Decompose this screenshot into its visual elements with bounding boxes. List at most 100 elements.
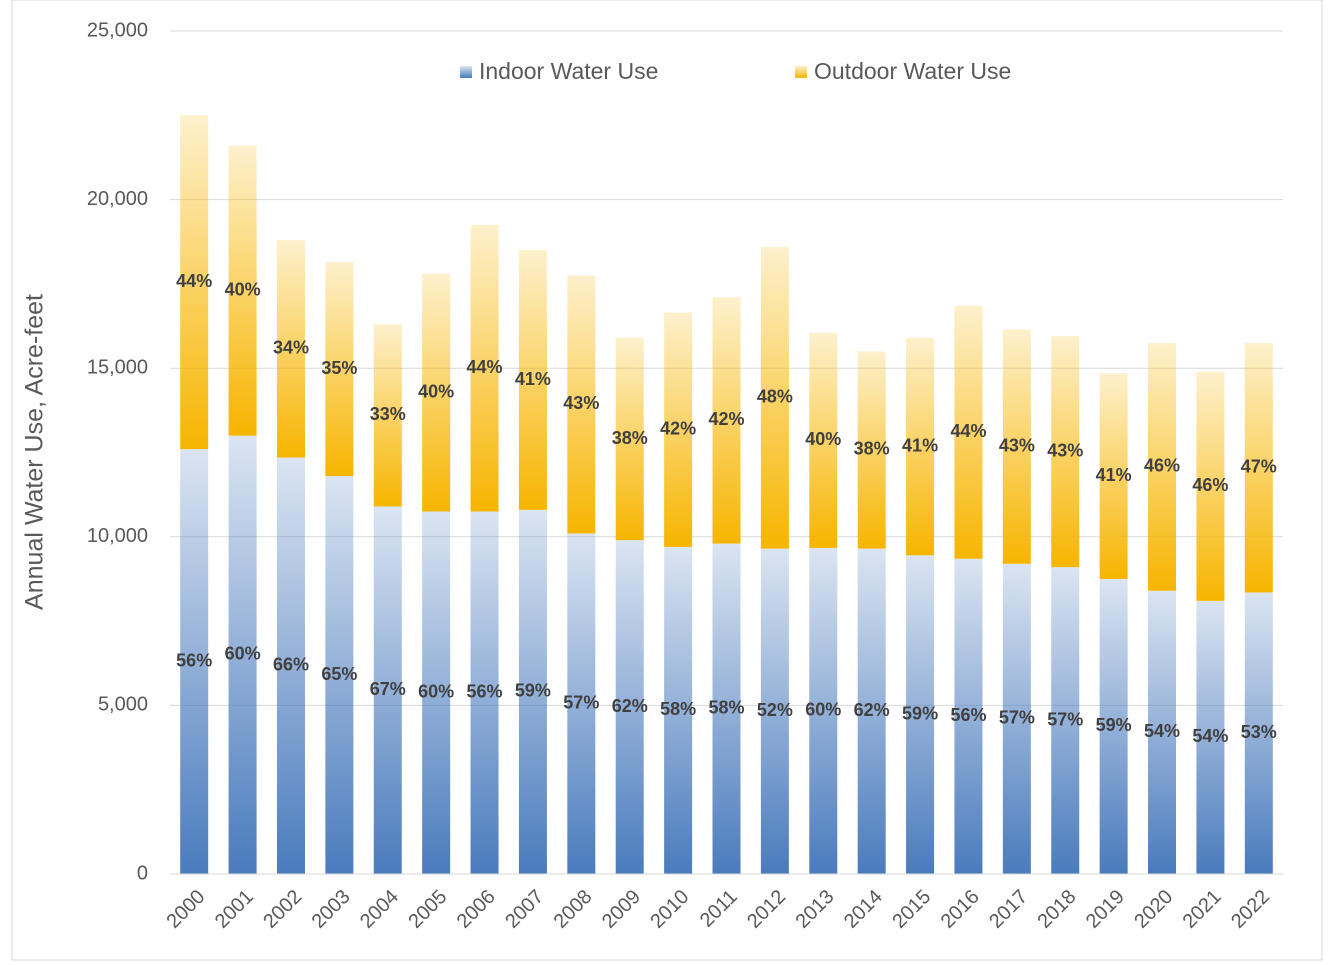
data-label: 46% bbox=[1144, 456, 1180, 476]
bar-segment bbox=[1002, 563, 1031, 874]
data-label: 56% bbox=[176, 650, 212, 670]
bar-segment bbox=[373, 324, 402, 507]
data-label: 59% bbox=[515, 681, 551, 701]
data-label: 60% bbox=[805, 700, 841, 720]
x-tick-label: 2006 bbox=[453, 886, 500, 933]
bar-segment bbox=[325, 476, 354, 874]
data-label: 59% bbox=[1096, 715, 1132, 735]
x-tick-label: 2020 bbox=[1130, 886, 1177, 933]
data-label: 56% bbox=[950, 705, 986, 725]
bar-segment bbox=[276, 457, 305, 874]
data-label: 62% bbox=[612, 696, 648, 716]
legend-label: Outdoor Water Use bbox=[814, 58, 1011, 84]
data-label: 40% bbox=[805, 429, 841, 449]
bar-segment bbox=[712, 297, 741, 544]
x-tick-label: 2001 bbox=[211, 886, 258, 933]
chart-frame bbox=[11, 0, 1323, 961]
data-label: 44% bbox=[950, 421, 986, 441]
bar-segment bbox=[228, 435, 257, 874]
bar-segment bbox=[760, 548, 789, 874]
bar-segment bbox=[664, 546, 693, 874]
x-tick-label: 2013 bbox=[792, 886, 839, 933]
data-label: 67% bbox=[370, 679, 406, 699]
bar-segment bbox=[567, 275, 596, 534]
x-tick-label: 2018 bbox=[1033, 886, 1080, 933]
data-label: 59% bbox=[902, 703, 938, 723]
data-label: 44% bbox=[176, 271, 212, 291]
bar-segment bbox=[518, 509, 547, 874]
data-label: 43% bbox=[563, 393, 599, 413]
bar-segment bbox=[615, 540, 644, 874]
bar-segment bbox=[712, 543, 741, 874]
bar-segment bbox=[809, 547, 838, 874]
y-tick-label: 25,000 bbox=[87, 19, 148, 41]
bar-segment bbox=[615, 337, 644, 541]
x-tick-label: 2017 bbox=[985, 886, 1032, 933]
bar-segment bbox=[1099, 578, 1128, 874]
data-label: 42% bbox=[708, 409, 744, 429]
y-tick-label: 20,000 bbox=[87, 188, 148, 210]
data-label: 38% bbox=[612, 428, 648, 448]
x-tick-label: 2010 bbox=[646, 886, 693, 933]
bar-segment bbox=[760, 246, 789, 549]
data-label: 54% bbox=[1192, 726, 1228, 746]
data-label: 57% bbox=[1047, 709, 1083, 729]
bar-segment bbox=[954, 305, 983, 559]
bar-segment bbox=[664, 312, 693, 547]
x-tick-label: 2005 bbox=[404, 886, 451, 933]
data-label: 41% bbox=[1096, 465, 1132, 485]
data-label: 57% bbox=[999, 708, 1035, 728]
bar-segment bbox=[567, 533, 596, 874]
data-label: 65% bbox=[321, 664, 357, 684]
bar-segment bbox=[180, 449, 209, 874]
bar-segment bbox=[1051, 567, 1080, 874]
y-tick-label: 0 bbox=[137, 862, 148, 884]
bar-segment bbox=[954, 558, 983, 874]
bar-segment bbox=[906, 337, 935, 556]
bar-segment bbox=[470, 511, 499, 874]
x-tick-label: 2016 bbox=[937, 886, 984, 933]
data-label: 34% bbox=[273, 338, 309, 358]
data-label: 53% bbox=[1241, 722, 1277, 742]
bar-segment bbox=[857, 351, 886, 549]
bar-segment bbox=[325, 261, 354, 477]
x-tick-label: 2002 bbox=[259, 886, 306, 933]
bar-segment bbox=[906, 555, 935, 874]
data-label: 62% bbox=[854, 700, 890, 720]
y-axis-title: Annual Water Use, Acre-feet bbox=[21, 294, 49, 610]
x-tick-label: 2007 bbox=[501, 886, 548, 933]
x-tick-label: 2011 bbox=[696, 886, 742, 932]
data-label: 42% bbox=[660, 418, 696, 438]
data-label: 43% bbox=[999, 435, 1035, 455]
bar-segment bbox=[1148, 342, 1177, 591]
data-label: 66% bbox=[273, 655, 309, 675]
bar-segment bbox=[1244, 342, 1273, 593]
x-tick-label: 2009 bbox=[598, 886, 645, 933]
data-label: 54% bbox=[1144, 721, 1180, 741]
x-tick-label: 2022 bbox=[1227, 886, 1274, 933]
data-label: 46% bbox=[1192, 475, 1228, 495]
data-label: 40% bbox=[418, 381, 454, 401]
data-label: 60% bbox=[418, 682, 454, 702]
data-label: 40% bbox=[225, 279, 261, 299]
bar-segment bbox=[1099, 373, 1128, 579]
legend-swatch bbox=[460, 66, 472, 78]
x-tick-label: 2021 bbox=[1179, 886, 1226, 933]
data-label: 41% bbox=[515, 369, 551, 389]
legend-label: Indoor Water Use bbox=[479, 58, 658, 84]
bar-segment bbox=[518, 250, 547, 510]
data-label: 48% bbox=[757, 386, 793, 406]
x-tick-label: 2003 bbox=[308, 886, 355, 933]
bar-segment bbox=[276, 240, 305, 458]
x-tick-label: 2012 bbox=[743, 886, 790, 933]
y-tick-label: 15,000 bbox=[87, 356, 148, 378]
bar-segment bbox=[1244, 592, 1273, 874]
bar-segment bbox=[809, 332, 838, 548]
bar-segment bbox=[470, 224, 499, 512]
data-label: 60% bbox=[225, 644, 261, 664]
data-label: 44% bbox=[467, 357, 503, 377]
data-label: 41% bbox=[902, 435, 938, 455]
bar-segment bbox=[422, 273, 451, 512]
data-label: 33% bbox=[370, 404, 406, 424]
bar-segment bbox=[857, 548, 886, 874]
